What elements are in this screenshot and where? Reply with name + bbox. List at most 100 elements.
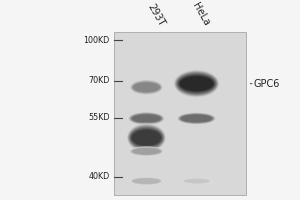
Ellipse shape [182,178,211,184]
Ellipse shape [174,70,219,97]
Ellipse shape [178,113,215,124]
Ellipse shape [176,72,217,95]
Ellipse shape [127,123,166,152]
Ellipse shape [128,112,165,125]
Ellipse shape [130,177,163,185]
Ellipse shape [129,146,164,156]
Ellipse shape [183,178,210,184]
Ellipse shape [184,179,209,183]
Text: 293T: 293T [146,2,166,28]
Ellipse shape [129,112,164,124]
Ellipse shape [179,76,214,91]
Ellipse shape [180,114,213,123]
Ellipse shape [181,115,212,122]
Ellipse shape [129,112,164,125]
Ellipse shape [132,148,161,155]
Ellipse shape [132,114,161,123]
Ellipse shape [177,74,216,94]
Ellipse shape [133,82,160,92]
Ellipse shape [173,69,220,98]
Ellipse shape [133,82,160,92]
Text: 70KD: 70KD [88,76,109,85]
Ellipse shape [178,75,215,93]
Ellipse shape [133,82,160,93]
Ellipse shape [131,128,162,147]
Ellipse shape [182,178,211,184]
Ellipse shape [127,124,166,152]
Ellipse shape [132,114,161,123]
Ellipse shape [129,79,164,96]
Ellipse shape [132,81,161,93]
Ellipse shape [181,178,212,184]
Ellipse shape [180,114,213,123]
Ellipse shape [174,70,219,98]
Ellipse shape [130,177,163,185]
Ellipse shape [131,114,161,123]
Ellipse shape [177,113,216,124]
Ellipse shape [182,178,211,184]
Ellipse shape [131,147,162,155]
Ellipse shape [130,79,163,95]
Ellipse shape [132,81,161,93]
Ellipse shape [176,112,217,125]
Ellipse shape [131,114,162,123]
Ellipse shape [184,179,209,183]
Ellipse shape [131,178,162,185]
Ellipse shape [180,177,213,185]
Ellipse shape [130,147,163,156]
Ellipse shape [178,113,215,124]
Ellipse shape [130,113,163,124]
Ellipse shape [128,111,165,126]
Ellipse shape [133,178,160,184]
Ellipse shape [181,114,212,122]
Ellipse shape [178,75,214,92]
Text: GPC6: GPC6 [254,79,280,89]
Ellipse shape [175,71,218,97]
Ellipse shape [132,178,161,184]
Ellipse shape [179,75,214,92]
Ellipse shape [180,114,213,123]
Ellipse shape [130,128,163,148]
Ellipse shape [128,125,165,151]
Ellipse shape [129,79,164,96]
Ellipse shape [130,113,163,124]
Ellipse shape [131,129,161,146]
Ellipse shape [126,123,166,153]
Ellipse shape [129,126,164,149]
Ellipse shape [132,178,161,184]
Ellipse shape [128,146,164,157]
Ellipse shape [126,122,167,153]
Ellipse shape [127,111,166,126]
Text: 40KD: 40KD [88,172,109,181]
Ellipse shape [178,74,215,93]
Ellipse shape [128,112,165,125]
Ellipse shape [131,129,162,147]
Ellipse shape [128,126,164,150]
Ellipse shape [130,147,163,156]
Ellipse shape [130,80,163,95]
Ellipse shape [134,83,159,92]
Ellipse shape [130,177,163,185]
Text: 55KD: 55KD [88,113,110,122]
Ellipse shape [129,127,164,149]
Ellipse shape [129,113,164,124]
Ellipse shape [130,127,163,148]
Ellipse shape [173,69,220,98]
Ellipse shape [180,76,213,91]
Ellipse shape [132,178,161,184]
Ellipse shape [132,130,161,146]
Ellipse shape [178,113,215,124]
FancyBboxPatch shape [114,32,246,195]
Ellipse shape [132,148,161,155]
Ellipse shape [179,114,214,123]
Ellipse shape [130,127,163,149]
Ellipse shape [129,177,164,186]
Ellipse shape [131,80,162,94]
Ellipse shape [128,112,164,125]
Ellipse shape [131,148,161,155]
Ellipse shape [130,113,163,124]
Ellipse shape [130,177,162,185]
Ellipse shape [132,148,161,154]
Ellipse shape [132,178,161,184]
Ellipse shape [130,147,162,155]
